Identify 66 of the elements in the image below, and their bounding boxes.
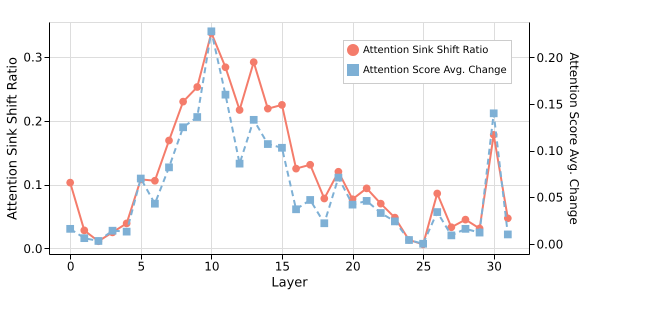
point [433, 190, 442, 198]
point [278, 144, 286, 152]
legend-label: Attention Sink Shift Ratio [363, 45, 488, 56]
point [151, 200, 159, 208]
point [222, 63, 230, 72]
x-tick-label: 25 [416, 260, 432, 274]
point [504, 230, 512, 238]
legend-label: Attention Score Avg. Change [363, 65, 507, 76]
point [320, 219, 328, 228]
point [250, 116, 258, 124]
point [250, 58, 258, 66]
point [193, 83, 202, 91]
point [292, 164, 300, 172]
point [306, 196, 314, 204]
x-tick-label: 0 [66, 260, 74, 274]
point [66, 178, 74, 186]
point [334, 174, 342, 182]
x-tick-label: 15 [274, 260, 290, 274]
point [362, 197, 371, 205]
point [320, 194, 328, 202]
point [179, 123, 187, 132]
point [165, 136, 173, 144]
y2-axis-title: Attention Score Avg. Change [567, 52, 582, 225]
point [151, 176, 159, 185]
y2-tick-label: 0.15 [536, 97, 564, 112]
point [80, 226, 88, 234]
x-tick-label: 10 [204, 260, 220, 274]
point [264, 104, 272, 113]
point [362, 184, 371, 192]
point [165, 163, 173, 172]
point [490, 109, 498, 118]
point [193, 113, 202, 121]
point [236, 160, 244, 168]
point [122, 228, 131, 236]
point [376, 209, 385, 217]
point [348, 200, 356, 208]
point [306, 160, 314, 169]
y-tick-label: 0.3 [23, 50, 42, 65]
y2-tick-label: 0.20 [536, 50, 564, 65]
y-axis-title: Attention Sink Shift Ratio [5, 56, 20, 220]
point [292, 205, 300, 214]
point [236, 106, 244, 114]
x-tick-label: 20 [345, 260, 361, 274]
x-axis-title: Layer [271, 276, 308, 290]
point [264, 140, 272, 148]
x-tick-label: 30 [486, 260, 502, 274]
x-tick-label: 5 [137, 260, 146, 274]
point [278, 100, 286, 109]
point [222, 90, 230, 99]
y2-tick-label: 0.00 [536, 237, 564, 252]
y-tick-label: 0.0 [23, 242, 42, 256]
point [447, 231, 456, 240]
point [433, 208, 442, 216]
point [476, 228, 484, 236]
point [462, 224, 470, 233]
point [391, 218, 399, 226]
point [179, 98, 187, 106]
point [80, 234, 88, 242]
y2-tick-label: 0.05 [536, 190, 564, 205]
y2-tick-label: 0.10 [536, 144, 564, 158]
point [462, 216, 470, 224]
point [66, 224, 74, 233]
point [376, 200, 385, 208]
y-tick-label: 0.1 [23, 178, 42, 192]
y-tick-label: 0.2 [23, 114, 42, 128]
point [447, 223, 456, 232]
